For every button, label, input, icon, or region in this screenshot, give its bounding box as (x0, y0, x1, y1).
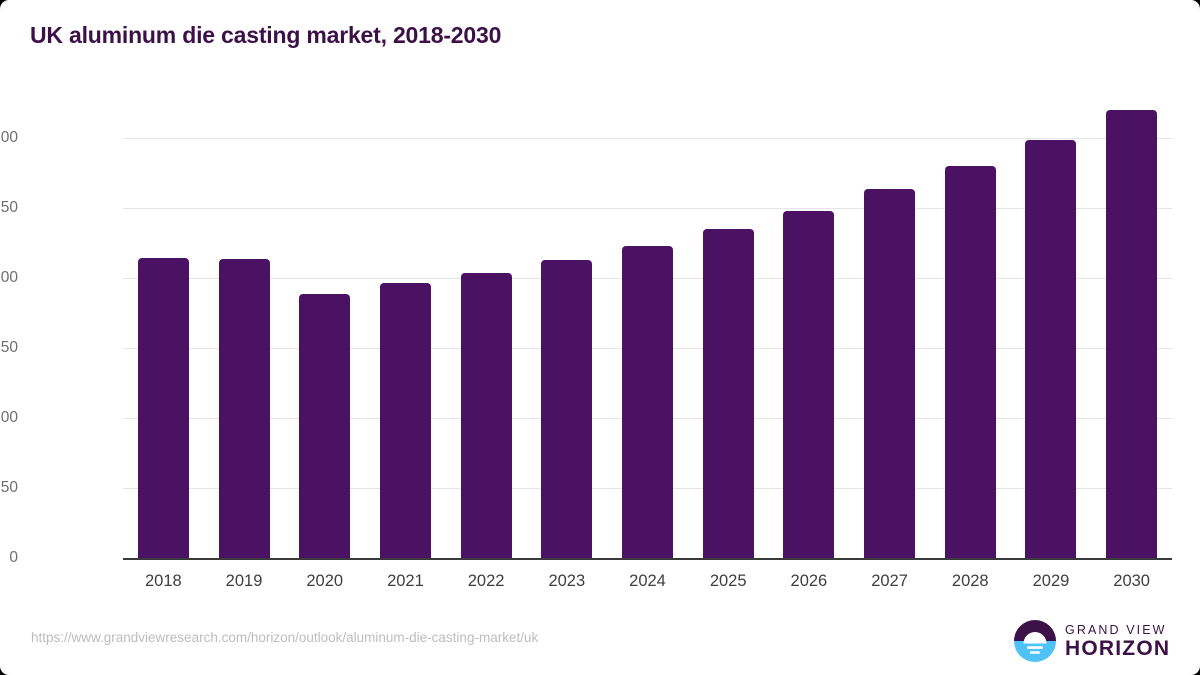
bar[interactable] (622, 245, 673, 558)
bar-group: 2025 (702, 100, 754, 590)
x-tick-label: 2023 (548, 572, 586, 590)
y-tick-label: 500 (0, 408, 18, 426)
brand-line-2: HORIZON (1065, 637, 1171, 660)
bar-group: 2027 (864, 100, 916, 590)
x-tick-label: 2027 (871, 572, 908, 590)
x-tick-label: 2028 (951, 572, 989, 590)
y-tick-label: 0 (9, 549, 18, 566)
horizon-sun-icon (1014, 620, 1056, 662)
bar[interactable] (702, 228, 754, 558)
gridline (123, 137, 1172, 139)
brand-line-1: GRAND VIEW (1065, 623, 1167, 637)
source-url[interactable]: https://www.grandviewresearch.com/horizo… (31, 630, 539, 645)
x-tick-label: 2024 (629, 572, 666, 590)
x-tick-label: 2026 (790, 572, 828, 590)
bar[interactable] (218, 259, 270, 558)
x-tick-label: 2029 (1032, 572, 1070, 590)
bar-group: 2030 (1106, 100, 1158, 590)
bar-group: 2028 (944, 100, 996, 590)
bar-group: 2018 (137, 100, 189, 590)
bar-group: 2024 (622, 100, 673, 590)
brand-text: GRAND VIEW HORIZON (1065, 623, 1170, 660)
y-tick-label: 1250 (0, 198, 18, 216)
x-tick-label: 2021 (387, 572, 424, 590)
brand-logo: GRAND VIEW HORIZON (1013, 617, 1173, 665)
bar[interactable] (783, 210, 835, 558)
bar[interactable] (460, 273, 512, 558)
bar[interactable] (864, 189, 916, 558)
bar[interactable] (1025, 140, 1077, 558)
x-tick-label: 2025 (709, 572, 747, 590)
bar[interactable] (541, 260, 593, 558)
x-tick-label: 2019 (225, 572, 263, 590)
x-axis-line (123, 558, 1172, 560)
page-title: UK aluminum die casting market, 2018-203… (30, 22, 502, 48)
y-tick-label: 1000 (0, 268, 18, 286)
bar[interactable] (944, 166, 996, 558)
y-tick-label: 1500 (0, 128, 18, 146)
bar-group: 2019 (218, 100, 270, 590)
x-tick-label: 2018 (144, 572, 182, 590)
bar-group: 2021 (379, 100, 431, 590)
bar-group: 2020 (299, 100, 351, 590)
bar-group: 2023 (541, 100, 593, 590)
x-tick-label: 2022 (467, 572, 505, 590)
plot-area: 2018 2019 2020 2021 2022 2023 2024 2025 2026 2027… (123, 100, 1172, 590)
y-tick-label: 750 (0, 338, 18, 356)
bar[interactable] (1106, 110, 1158, 558)
bar[interactable] (379, 282, 431, 558)
gridline (123, 207, 1172, 209)
bar[interactable] (137, 258, 189, 558)
x-tick-label: 2020 (306, 572, 344, 590)
bar-group: 2026 (783, 100, 835, 590)
y-tick-label: 250 (0, 478, 18, 496)
bar[interactable] (299, 293, 351, 558)
x-tick-label: 2030 (1113, 572, 1150, 590)
bar-group: 2029 (1025, 100, 1077, 590)
bar-group: 2022 (460, 100, 512, 590)
